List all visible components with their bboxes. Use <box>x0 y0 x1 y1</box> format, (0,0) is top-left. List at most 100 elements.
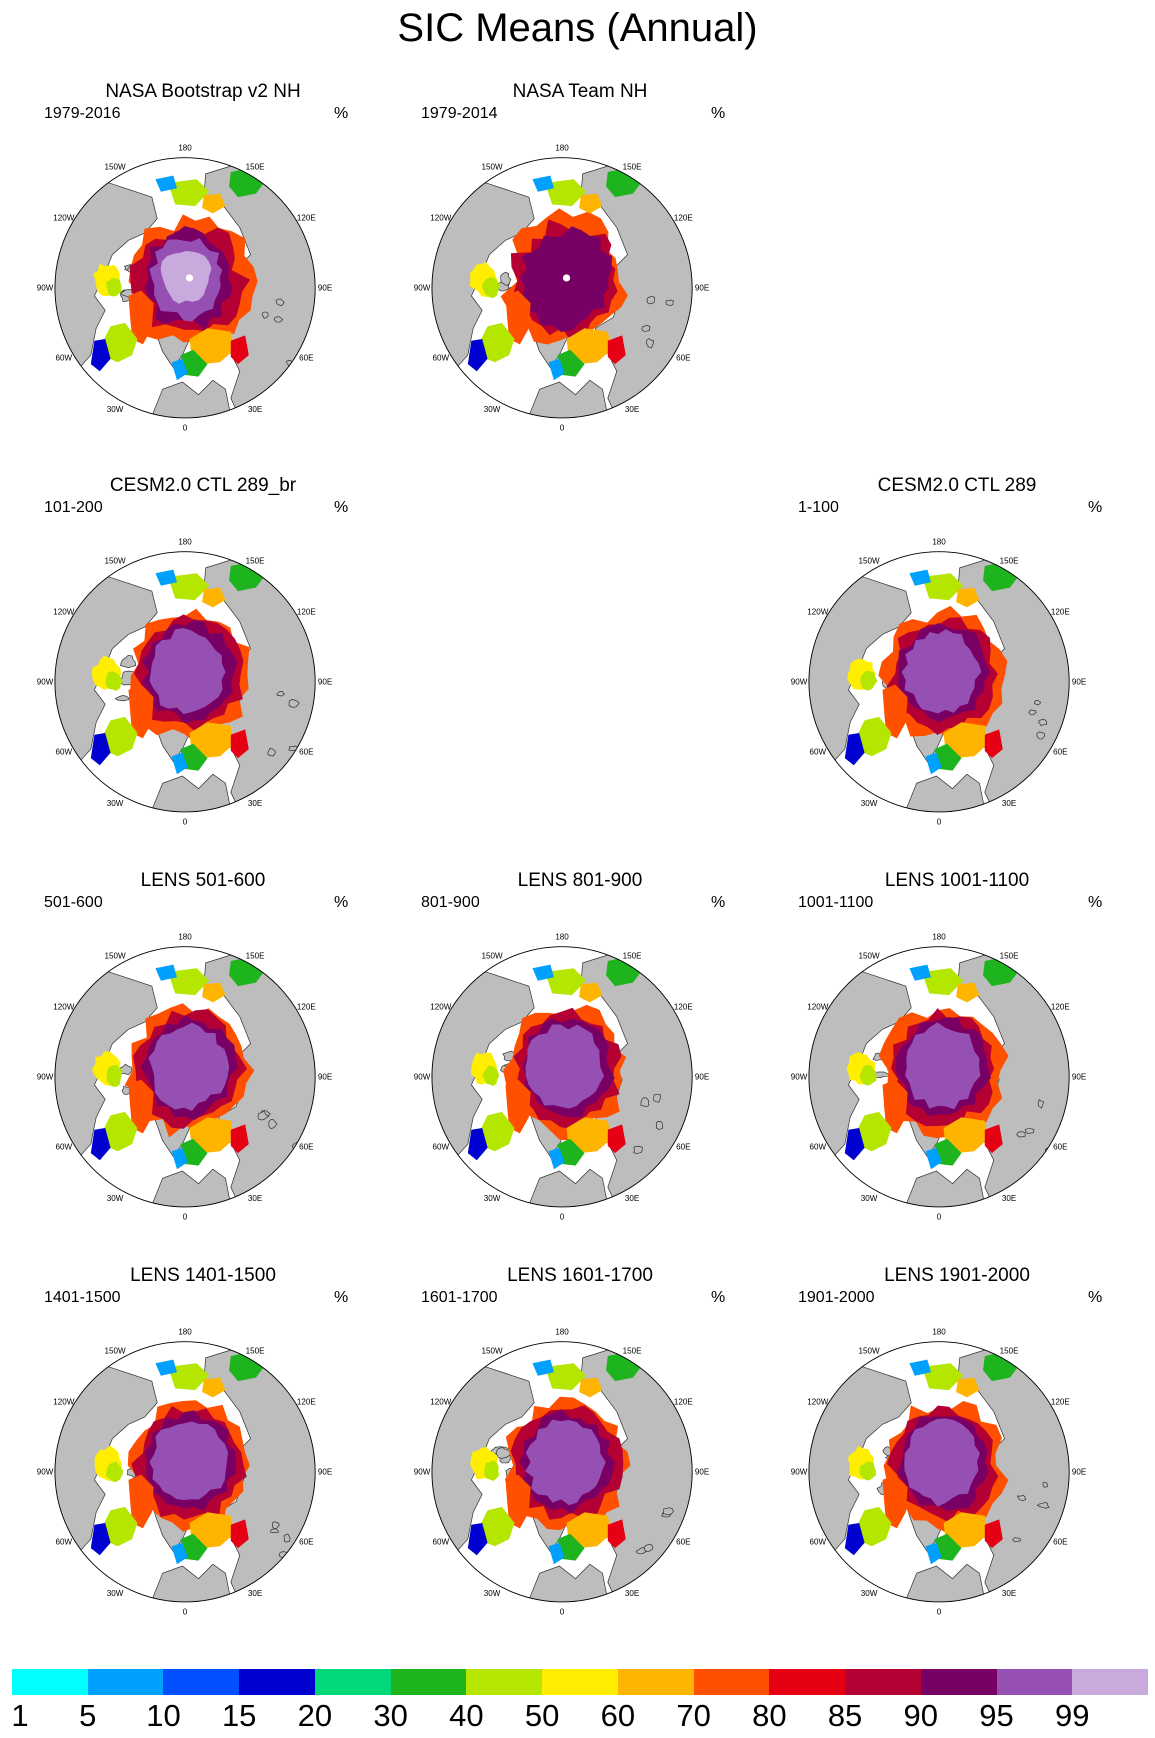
greenland-sea-edge <box>171 1542 188 1565</box>
greenland-sea-edge <box>925 1542 942 1565</box>
europe-land <box>905 1563 986 1602</box>
longitude-label: 120W <box>807 1398 828 1407</box>
longitude-label: 180 <box>555 1328 569 1337</box>
longitude-label: 30E <box>248 1589 263 1598</box>
colorbar-swatch <box>920 1669 998 1695</box>
longitude-label: 0 <box>937 1608 942 1617</box>
small-island <box>1038 718 1048 727</box>
colorbar-swatch <box>996 1669 1073 1695</box>
map-boundary <box>431 946 693 1208</box>
map-holder: 180 150E 120E 90E 60E 30E 0 30W 60W 90W 120W 150W <box>37 514 368 864</box>
longitude-label: 60W <box>433 1538 450 1547</box>
panel-unit: % <box>1088 499 1103 516</box>
panel-lens-501-600: LENS 501-600 501-600 % 180 150E 120E 90E 60E… <box>37 869 368 1259</box>
map-boundary <box>54 946 316 1208</box>
panel-lens-1001-1100: LENS 1001-1100 1001-1100 % 180 150E 120E 90… <box>791 869 1122 1259</box>
colorbar-swatch <box>769 1669 846 1695</box>
hudson-bay-ice-inner <box>484 1460 499 1481</box>
polar-map: 180 150E 120E 90E 60E 30E 0 30W 60W 90W 120W 150W <box>791 1328 1087 1617</box>
small-island <box>275 298 285 307</box>
panel-period: 1001-1100 <box>798 894 874 911</box>
main-title: SIC Means (Annual) <box>397 6 758 50</box>
colorbar: 1 5 10 15 20 30 40 50 60 70 80 85 90 95 99 <box>11 1669 1149 1735</box>
kara-ice <box>230 729 249 759</box>
labrador-ice-edge <box>90 338 111 372</box>
bering-ice <box>922 968 964 996</box>
kara-ice <box>607 1124 626 1154</box>
longitude-label: 120E <box>297 1398 316 1407</box>
panel-period: 101-200 <box>44 499 103 516</box>
panel-nasa-bootstrap: NASA Bootstrap v2 NH 1979-2016 % 180 150E… <box>37 80 368 470</box>
map-holder: 180 150E 120E 90E 60E 30E 0 30W 60W 90W 120W 150W <box>414 909 745 1259</box>
longitude-label: 0 <box>183 1213 188 1222</box>
panel-title: NASA Team NH <box>512 81 648 102</box>
longitude-label: 120W <box>430 1398 451 1407</box>
barents-ice <box>189 328 235 365</box>
longitude-label: 150E <box>246 162 265 171</box>
small-island <box>1033 700 1041 706</box>
greenland-sea-ice <box>180 743 208 771</box>
panel-title: LENS 1001-1100 <box>884 870 1030 891</box>
panel-unit: % <box>711 1289 726 1306</box>
map-holder: 180 150E 120E 90E 60E 30E 0 30W 60W 90W 120W 150W <box>37 909 368 1259</box>
colorbar-label: 10 <box>146 1698 181 1733</box>
panel-title: NASA Bootstrap v2 NH <box>105 81 301 102</box>
longitude-label: 120W <box>430 1003 451 1012</box>
sea-ice-band-95 <box>148 1022 230 1111</box>
longitude-label: 60E <box>299 1143 314 1152</box>
small-island <box>1037 1099 1044 1109</box>
panel-unit: % <box>334 499 349 516</box>
greenland-sea-edge <box>548 1542 565 1565</box>
barents-ice <box>943 1512 989 1549</box>
europe-land <box>151 773 232 812</box>
longitude-label: 30W <box>484 1589 501 1598</box>
map-boundary <box>431 157 693 419</box>
longitude-label: 60E <box>1053 1143 1068 1152</box>
barents-ice <box>566 1512 612 1549</box>
polar-map: 180 150E 120E 90E 60E 30E 0 30W 60W 90W 120W 150W <box>37 144 333 433</box>
longitude-label: 120W <box>53 1398 74 1407</box>
labrador-ice <box>103 1111 138 1152</box>
longitude-label: 0 <box>937 1213 942 1222</box>
greenland-sea-edge <box>548 358 565 381</box>
longitude-label: 150W <box>482 951 503 960</box>
small-island <box>652 1093 661 1103</box>
panel-period: 501-600 <box>44 894 103 911</box>
longitude-label: 180 <box>178 1328 192 1337</box>
longitude-label: 180 <box>178 933 192 942</box>
bering-ice-edge <box>909 1359 931 1376</box>
colorbar-swatch <box>163 1669 240 1695</box>
longitude-label: 90W <box>414 1073 431 1082</box>
kara-ice <box>230 1519 249 1549</box>
small-island <box>288 699 300 708</box>
europe-land <box>151 1563 232 1602</box>
sea-ice-band-95 <box>901 629 982 714</box>
bering-ice-edge <box>155 1359 177 1376</box>
panel-cesm-ctl-289: CESM2.0 CTL 289 1-100 % 180 150E 120E 90E 60… <box>791 474 1122 864</box>
longitude-label: 150E <box>1000 1346 1019 1355</box>
longitude-label: 180 <box>932 933 946 942</box>
longitude-label: 120W <box>53 1003 74 1012</box>
colorbar-label: 20 <box>297 1698 333 1733</box>
longitude-label: 120W <box>807 1003 828 1012</box>
bering-ice-edge <box>909 569 931 586</box>
longitude-label: 30E <box>1002 1589 1017 1598</box>
panel-period: 1-100 <box>798 499 839 516</box>
small-island <box>270 1528 279 1534</box>
bering-ice-edge <box>155 569 177 586</box>
longitude-label: 120E <box>1051 608 1070 617</box>
panel-title: LENS 1601-1700 <box>507 1265 653 1286</box>
longitude-label: 30W <box>861 1194 878 1203</box>
colorbar-label: 30 <box>373 1698 408 1733</box>
panel-lens-1601-1700: LENS 1601-1700 1601-1700 % 180 150E 120E 90… <box>414 1264 745 1654</box>
kara-ice <box>230 335 249 365</box>
bering-ice-edge <box>155 964 177 981</box>
colorbar-label: 1 <box>11 1698 29 1733</box>
panel-unit: % <box>711 894 726 911</box>
barents-ice <box>943 722 989 759</box>
colorbar-label: 15 <box>221 1698 257 1733</box>
bering-ice <box>545 1363 587 1391</box>
longitude-label: 90E <box>1072 1468 1087 1477</box>
panel-unit: % <box>1088 1289 1103 1306</box>
labrador-ice <box>480 1506 515 1547</box>
